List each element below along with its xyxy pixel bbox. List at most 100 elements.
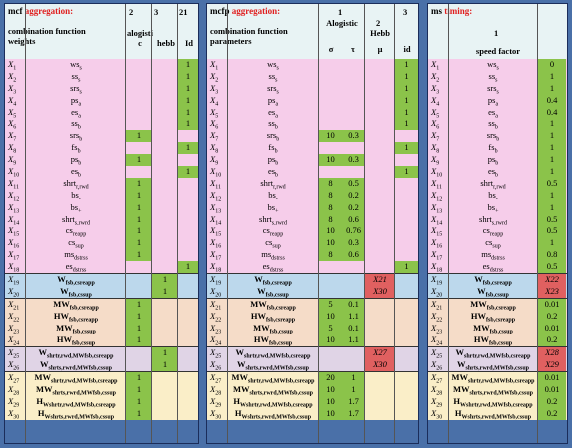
mcf-weight-cell: 1 [178,118,198,131]
mcf-row: X6 ssb 1 [5,118,198,131]
mcfp-param-cell [342,118,365,130]
ms-state-label-3: X3 [431,82,440,96]
mcfp-param-cell [319,83,342,95]
mcf-weight-cell [178,396,198,408]
mcfp-state-label-21: X21 [210,298,222,312]
mcf-weight-cell [152,249,178,261]
mcf-weight-cell: 1 [178,59,198,71]
ms-row: X7 srsb 1 [428,130,567,143]
column-divider [394,4,395,443]
ms-state-name-16: cssup [485,237,501,251]
ms-state-label-12: X12 [431,189,443,203]
mcfp-state-label-30: X30 [210,407,222,421]
mcf-state-name-26: Wshrts,rwrd,MWfsb,cssup [39,359,112,372]
mcfp-state-name-6: ssb [268,118,278,132]
mcfp-row: X26 Wshrts,rwrd,MWfsb,cssup X30 [207,359,418,372]
mcf-row: X2 sss 1 [5,70,198,84]
mcf-weight-cell: 1 [178,166,198,178]
mcf-row: X5 esa 1 [5,106,198,119]
mcfp-param-cell: 0.3 [342,130,365,143]
mcf-row: X8 fsb 1 [5,142,198,155]
ms-speed-factor-cell: 1 [538,166,566,178]
mcf-weight-cell: 1 [126,298,152,311]
mcfp-param-cell [365,83,395,95]
ms-state-label-17: X17 [431,249,443,262]
mcfp-state-label-19: X19 [210,274,222,287]
ms-state-name-24: HWfsb,cssup [473,334,513,348]
mcfp-state-label-18: X18 [210,261,222,274]
mcfp-state-label-9: X9 [210,154,219,167]
mcf-weight-cell: 1 [126,322,152,335]
mcf-state-label-27: X27 [8,372,20,385]
ms-row: X1 wss 0 [428,59,567,72]
mcf-weight-cell [126,59,152,71]
mcfp-param-cell [365,190,395,202]
mcfp-param-cell [395,372,418,384]
mcfp-state-label-6: X6 [210,118,219,132]
mcfp-param-cell [365,214,395,226]
mcf-weight-cell [178,286,198,298]
mcf-weight-cell [152,107,178,119]
mcf-weight-cell [152,118,178,130]
mcfp-col-header-hebb: Hebb [370,28,390,38]
mcf-weight-cell [152,142,178,154]
ms-row: X9 psb 1 [428,154,567,167]
mcf-weight-cell [152,71,178,83]
mcfp-param-cell [365,334,395,346]
mcfp-state-name-27: MWshrtr,rwd,MWfsb,csreapp [231,372,315,385]
ms-speed-factor-cell: 0.2 [538,395,566,408]
ms-row: X27 MWshrtr,rwd,MWfsb,csreapp 0.01 [428,371,567,385]
mcfp-param-cell [365,154,395,166]
ms-col-number: 1 [494,28,499,38]
ms-row: X11 shrtr,rwd 0.5 [428,177,567,191]
mcf-weight-cell [152,384,178,396]
mcf-state-label-8: X8 [8,142,17,155]
mcfp-state-name-14: shrts,rwrd [259,213,287,227]
mcfp-state-name-2: sss [268,70,278,84]
mcf-weight-cell [178,299,198,311]
mcf-state-name-30: HWshrts,rwrd,MWfsb,cssup [37,407,115,421]
mcfp-row: X4 psa 1 [207,94,418,107]
mcfp-param-cell: 1 [342,384,365,396]
mcf-col-number-2: 3 [154,7,159,17]
ms-state-name-17: msdstrss [481,249,505,262]
ms-state-label-24: X24 [431,334,443,348]
mcf-weight-cell [152,323,178,335]
mcf-state-label-6: X6 [8,118,17,132]
mcf-weight-cell [152,166,178,178]
mcfp-param-cell: 10 [319,334,342,347]
mcf-weight-cell: 1 [178,82,198,95]
ms-state-label-29: X29 [431,395,443,409]
ms-state-label-9: X9 [431,154,440,167]
mcf-row: X23 MWfsb,cssup 1 [5,322,198,335]
mcfp-param-cell [319,286,342,298]
mcfp-param-cell [395,359,418,371]
mcfp-param-cell [319,59,342,71]
mcf-state-label-12: X12 [8,189,20,203]
mcfp-param-cell: 0.3 [342,154,365,167]
mcf-state-name-24: HWfsb,cssup [56,334,96,348]
mcf-state-name-28: MWshrts,rwrd,MWfsb,cssup [35,384,117,397]
mcfp-param-cell: 1.7 [342,395,365,408]
mcf-state-name-21: MWfsb,csreapp [53,298,99,312]
ms-state-name-30: HWshrts,rwrd,MWfsb,cssup [454,407,532,421]
mcf-state-name-23: MWfsb,cssup [56,322,96,336]
mcfp-param-cell [395,178,418,190]
mcf-weight-cell: 1 [126,334,152,347]
mcfp-param-cell: 1 [395,59,418,71]
mcf-weight-cell [152,202,178,214]
mcf-row: X15 csreapp 1 [5,225,198,238]
mcfp-param-cell: 5 [319,298,342,311]
mcfp-aggregation-panel: mcfp aggregation: 1 2 3 combination func… [206,3,419,444]
mcf-row: X13 bs+ 1 [5,201,198,214]
mcfp-state-name-28: MWshrts,rwrd,MWfsb,cssup [232,384,314,397]
column-divider [448,4,449,443]
mcf-state-name-4: psa [70,94,82,108]
ms-state-name-15: csreapp [482,225,504,239]
mcf-row: X4 psa 1 [5,94,198,107]
mcfp-param-cell: 1 [395,166,418,178]
mcf-weight-cell: 1 [178,261,198,274]
column-divider [318,4,319,443]
mcf-row: X12 bs- 1 [5,189,198,202]
ms-speed-factor-cell: X23 [538,285,566,298]
